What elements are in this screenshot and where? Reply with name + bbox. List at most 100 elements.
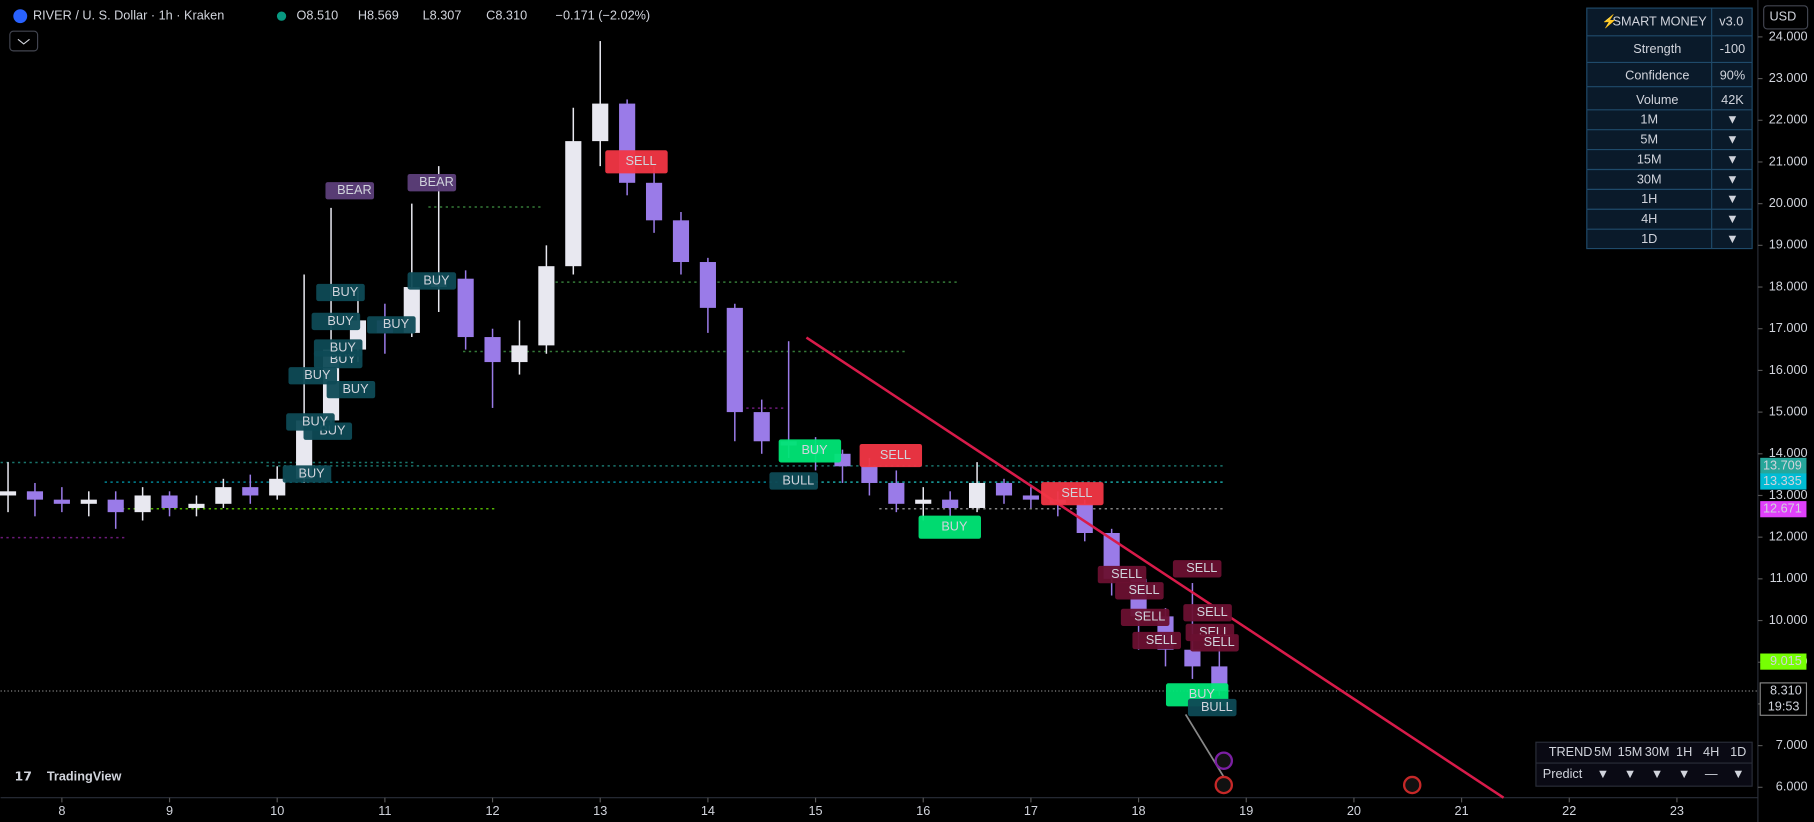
trend-timeframe: 30M [1645, 744, 1670, 759]
currency: USD [1769, 9, 1796, 24]
signal-label: SELL [1128, 582, 1159, 597]
signal-label-box [325, 182, 375, 200]
x-tick-label: 16 [916, 803, 930, 818]
panel-row-label: Confidence [1625, 68, 1689, 83]
signal-label-box [1187, 698, 1237, 717]
signal-label-box [313, 339, 363, 357]
candle-body [0, 491, 17, 496]
signal-label: BEAR [337, 182, 372, 197]
signal-label-box [311, 312, 361, 331]
signal-label-box [407, 272, 457, 290]
signal-label: BULL [1201, 699, 1233, 714]
candle-body [645, 182, 663, 221]
signal-label: BUY [1189, 686, 1216, 701]
signal-label: BUY [332, 284, 359, 299]
price-tag-box [1760, 473, 1807, 490]
signal-label-box [288, 367, 338, 385]
y-tick-label: 15.000 [1769, 403, 1808, 418]
trend-signal: ▼ [1732, 766, 1745, 781]
candle-body [699, 262, 716, 308]
y-tick-label: 23.000 [1769, 70, 1808, 85]
x-tick-label: 21 [1455, 803, 1469, 818]
signal-label-box [918, 515, 981, 539]
signal-label: SELL [1204, 634, 1235, 649]
y-tick-label: 16.000 [1769, 362, 1808, 377]
trend-signal: ▼ [1597, 766, 1610, 781]
timeframe-signal: ▼ [1726, 211, 1739, 226]
candle-body [968, 482, 986, 508]
trend-signal: ▼ [1624, 766, 1637, 781]
panel-bg [1586, 7, 1753, 250]
signal-label-box [407, 173, 457, 192]
x-tick-label: 9 [166, 803, 173, 818]
timeframe-signal: ▼ [1726, 231, 1739, 246]
trend-timeframe: 1H [1676, 744, 1692, 759]
currency-button[interactable] [1763, 5, 1809, 30]
price-tag: 9.015 [1770, 653, 1802, 668]
candle-body [726, 307, 743, 413]
signal-label-box [326, 380, 376, 399]
signal-label: BUY [304, 367, 331, 382]
trend-signal: ▼ [1678, 766, 1691, 781]
candle-body [1076, 503, 1093, 533]
x-tick-label: 20 [1347, 803, 1361, 818]
candle-body [188, 503, 205, 508]
candle-body [942, 499, 959, 508]
price-tag-box [1760, 501, 1807, 518]
signal-label: SELL [1186, 560, 1217, 575]
price-tag-box [1760, 457, 1807, 475]
ohlc-high: H8.569 [358, 8, 399, 23]
y-tick-label: 18.000 [1769, 278, 1808, 293]
signal-label: SELL [1111, 566, 1142, 581]
signal-label: BUY [327, 313, 354, 328]
candle-body [215, 487, 232, 504]
panel-row-label: Volume [1636, 92, 1678, 107]
signal-label: SELL [1146, 632, 1177, 647]
signal-label-box [316, 283, 365, 302]
panel-row-value: -100 [1720, 41, 1745, 56]
event-icon [1214, 751, 1234, 770]
signal-label-box [859, 443, 923, 468]
signal-label: BULL [782, 472, 814, 487]
collapse-button[interactable] [9, 30, 39, 52]
candle-body [161, 495, 178, 508]
signal-label-box [1132, 631, 1181, 650]
candle-body [134, 495, 151, 513]
y-tick-label: 13.000 [1769, 487, 1808, 502]
signal-label: BUY [941, 519, 968, 534]
ohlc-close: C8.310 [486, 8, 527, 23]
x-tick-label: 23 [1670, 803, 1684, 818]
candle-body [1022, 495, 1039, 500]
timeframe-label: 30M [1637, 171, 1662, 186]
x-tick-label: 8 [58, 803, 65, 818]
y-tick-label: 24.000 [1769, 28, 1808, 43]
logo: TradingView [47, 768, 122, 783]
panel-row-value: 42K [1721, 92, 1744, 107]
signal-label-box [605, 150, 668, 174]
trend-line [805, 336, 1505, 799]
signal-label: SELL [880, 447, 911, 462]
countdown: 19:53 [1768, 699, 1800, 714]
market-status [276, 11, 287, 21]
signal-label: SELL [1061, 485, 1092, 500]
timeframe-label: 1M [1640, 112, 1658, 127]
panel-row-label: Strength [1633, 41, 1681, 56]
event-icon [1402, 775, 1422, 795]
signal-label-box [1041, 482, 1104, 506]
trend-panel: TREND Predict 5M ▼ 15M ▼ 30M ▼ 1H ▼ 4H — 1D ▼ [1535, 741, 1753, 787]
signal-label-box [778, 439, 842, 463]
candle-body [457, 278, 474, 338]
signal-label: BEAR [419, 174, 454, 189]
collapse-icon [17, 38, 30, 45]
candle-body [511, 345, 528, 363]
y-tick-label: 22.000 [1769, 112, 1808, 127]
candle-body [538, 266, 555, 346]
x-tick-label: 10 [270, 803, 284, 818]
candle-body [888, 482, 905, 504]
y-tick-label: 7.000 [1776, 737, 1808, 752]
x-tick-label: 13 [593, 803, 607, 818]
candle-body [1184, 649, 1201, 667]
candle-body [995, 482, 1013, 496]
candle-body [107, 499, 124, 513]
